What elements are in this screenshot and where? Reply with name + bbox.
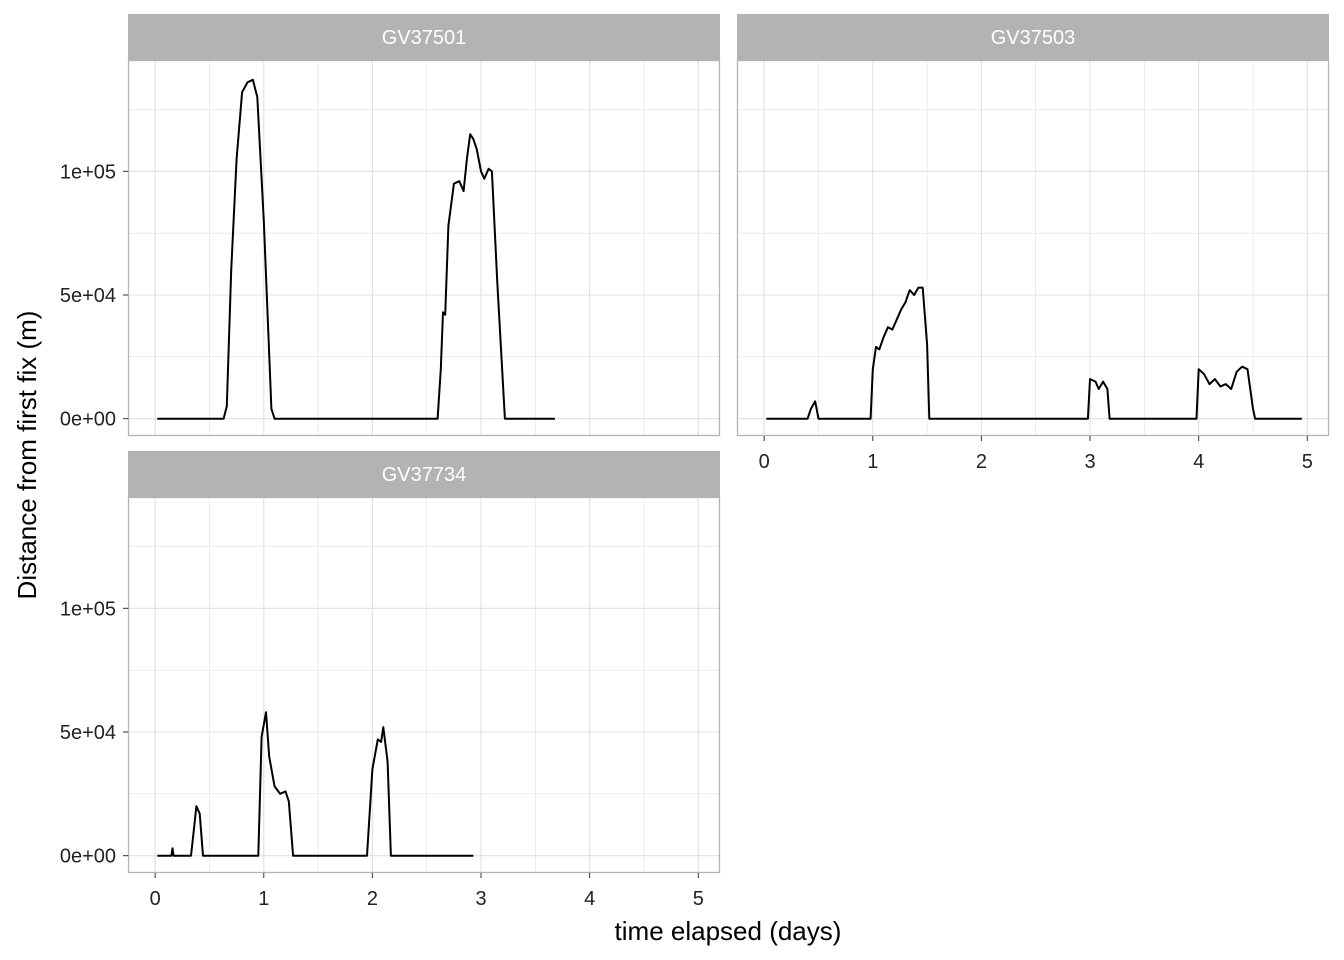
facet-panel-GV37734: GV37734 xyxy=(127,451,721,874)
y-tick-label: 5e+04 xyxy=(60,722,116,744)
plot-background xyxy=(128,497,720,873)
facet-strip-label: GV37503 xyxy=(991,27,1076,49)
facet-strip-label: GV37501 xyxy=(382,27,467,49)
x-tick-label: 5 xyxy=(693,888,704,910)
y-tick-label: 0e+00 xyxy=(60,846,116,868)
x-tick-label: 3 xyxy=(475,888,486,910)
facet-strip xyxy=(737,14,1329,60)
panel-border xyxy=(127,496,721,874)
series-line-GV37734 xyxy=(157,711,474,857)
facet-panel-GV37503: GV37503 xyxy=(736,14,1330,437)
plot-background xyxy=(128,60,720,436)
x-tick-label: 2 xyxy=(976,451,987,473)
x-axis-title: time elapsed (days) xyxy=(615,916,842,946)
y-axis-title: Distance from first fix (m) xyxy=(12,311,42,600)
x-tick-label: 4 xyxy=(1193,451,1204,473)
series-line-GV37501 xyxy=(157,78,555,420)
x-tick-label: 1 xyxy=(867,451,878,473)
series-line-GV37503 xyxy=(766,286,1302,420)
panel-border xyxy=(127,59,721,437)
x-axis-tick-labels: 0 1 2 3 4 5 0 1 2 3 4 5 xyxy=(150,436,1313,910)
x-tick-label: 2 xyxy=(367,888,378,910)
plot-background xyxy=(737,60,1329,436)
facet-strip xyxy=(128,14,720,60)
y-tick-label: 1e+05 xyxy=(60,161,116,183)
facet-panel-GV37501: GV37501 xyxy=(127,14,721,437)
facet-strip-label: GV37734 xyxy=(382,464,467,486)
x-tick-label: 1 xyxy=(258,888,269,910)
facet-strip xyxy=(128,451,720,497)
x-tick-label: 4 xyxy=(584,888,595,910)
y-tick-label: 0e+00 xyxy=(60,409,116,431)
x-tick-label: 5 xyxy=(1302,451,1313,473)
y-tick-label: 1e+05 xyxy=(60,598,116,620)
facet-panels: GV37501 GV37503 GV37734 xyxy=(127,14,1330,874)
x-tick-label: 0 xyxy=(759,451,770,473)
y-tick-label: 5e+04 xyxy=(60,285,116,307)
x-tick-label: 3 xyxy=(1084,451,1095,473)
panel-border xyxy=(736,59,1330,437)
y-axis-tick-labels: 0e+00 5e+04 1e+05 0e+00 5e+04 1e+05 xyxy=(60,161,128,868)
x-tick-label: 0 xyxy=(150,888,161,910)
